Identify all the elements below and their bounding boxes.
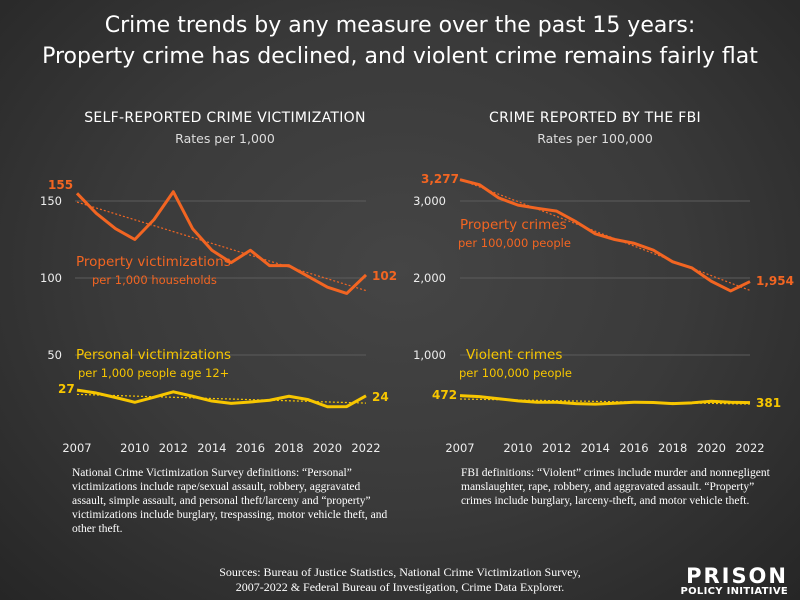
x-tick-label: 2012: [542, 441, 571, 455]
x-tick-label: 2007: [445, 441, 474, 455]
right-violent-end: 381: [756, 396, 782, 410]
right-chart-note: FBI definitions: “Violent” crimes includ…: [461, 467, 770, 507]
right-chart-subtitle: Rates per 100,000: [537, 131, 653, 146]
y-tick-label: 50: [47, 348, 62, 362]
page-title: Crime trends by any measure over the pas…: [0, 10, 800, 72]
left-chart-note: National Crime Victimization Survey defi…: [72, 467, 388, 535]
series-line: [76, 388, 367, 409]
x-tick-label: 2018: [658, 441, 687, 455]
title-line-1: Crime trends by any measure over the pas…: [104, 13, 696, 38]
x-tick-label: 2016: [236, 441, 265, 455]
left-personal-start: 27: [58, 382, 75, 396]
right-chart-title: CRIME REPORTED BY THE FBI: [489, 110, 701, 126]
left-property-label: Property victimizations: [76, 254, 231, 270]
x-tick-label: 2020: [313, 441, 342, 455]
right-violent-unit: per 100,000 people: [459, 366, 572, 380]
y-tick-label: 3,000: [413, 194, 446, 208]
x-tick-label: 2014: [197, 441, 226, 455]
y-tick-label: 150: [40, 194, 62, 208]
sources-line-1: Sources: Bureau of Justice Statistics, N…: [219, 565, 581, 579]
left-chart-subtitle: Rates per 1,000: [175, 131, 275, 146]
x-tick-label: 2010: [120, 441, 149, 455]
right-violent-label: Violent crimes: [466, 347, 563, 363]
logo-policy-initiative: POLICY INITIATIVE: [680, 586, 788, 597]
left-personal-label: Personal victimizations: [76, 347, 232, 363]
series-line: [459, 394, 751, 406]
trendline: [459, 178, 751, 291]
left-property-unit: per 1,000 households: [92, 273, 217, 287]
sources: Sources: Bureau of Justice Statistics, N…: [0, 565, 800, 595]
x-tick-label: 2020: [697, 441, 726, 455]
x-tick-label: 2012: [159, 441, 188, 455]
x-tick-label: 2010: [503, 441, 532, 455]
left-personal-end: 24: [372, 390, 389, 404]
right-property-label: Property crimes: [460, 217, 567, 233]
x-tick-label: 2007: [62, 441, 91, 455]
x-tick-label: 2022: [351, 441, 380, 455]
series-line: [75, 190, 368, 295]
y-tick-label: 1,000: [413, 348, 446, 362]
x-tick-label: 2014: [581, 441, 610, 455]
sources-line-2: 2007-2022 & Federal Bureau of Investigat…: [235, 580, 565, 594]
right-property-unit: per 100,000 people: [458, 236, 571, 250]
x-tick-label: 2022: [735, 441, 764, 455]
title-line-2: Property crime has declined, and violent…: [42, 44, 758, 69]
right-property-start: 3,277: [421, 172, 459, 186]
y-tick-label: 2,000: [413, 271, 446, 285]
logo-prison: PRISON: [686, 564, 788, 588]
series-line: [459, 178, 751, 293]
left-chart-title: SELF-REPORTED CRIME VICTIMIZATION: [84, 110, 366, 126]
x-tick-label: 2016: [619, 441, 648, 455]
right-violent-start: 472: [432, 388, 458, 402]
right-property-end: 1,954: [756, 274, 794, 288]
left-property-start: 155: [48, 178, 74, 192]
y-tick-label: 100: [40, 271, 62, 285]
x-tick-label: 2018: [274, 441, 303, 455]
left-property-end: 102: [372, 269, 398, 283]
left-personal-unit: per 1,000 people age 12+: [78, 366, 230, 380]
